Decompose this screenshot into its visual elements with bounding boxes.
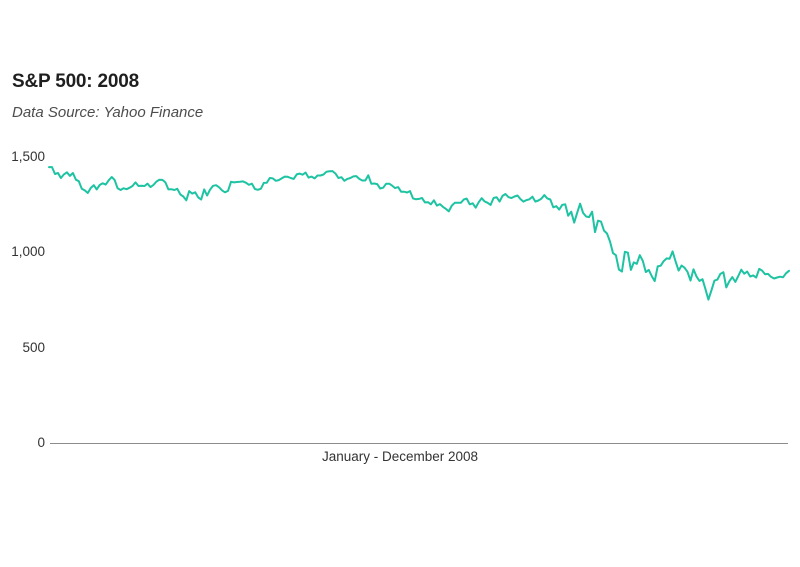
y-tick-label: 500 bbox=[22, 339, 45, 355]
y-tick-label: 0 bbox=[37, 435, 45, 450]
chart-title: S&P 500: 2008 bbox=[12, 71, 139, 92]
y-tick-label: 1,000 bbox=[11, 244, 45, 260]
y-tick-label: 1,500 bbox=[11, 149, 45, 164]
x-axis-label: January - December 2008 bbox=[321, 449, 479, 464]
sp500-line-series bbox=[48, 166, 790, 301]
chart-source-subtitle: Data Source: Yahoo Finance bbox=[12, 104, 204, 121]
x-axis-line bbox=[50, 442, 788, 444]
